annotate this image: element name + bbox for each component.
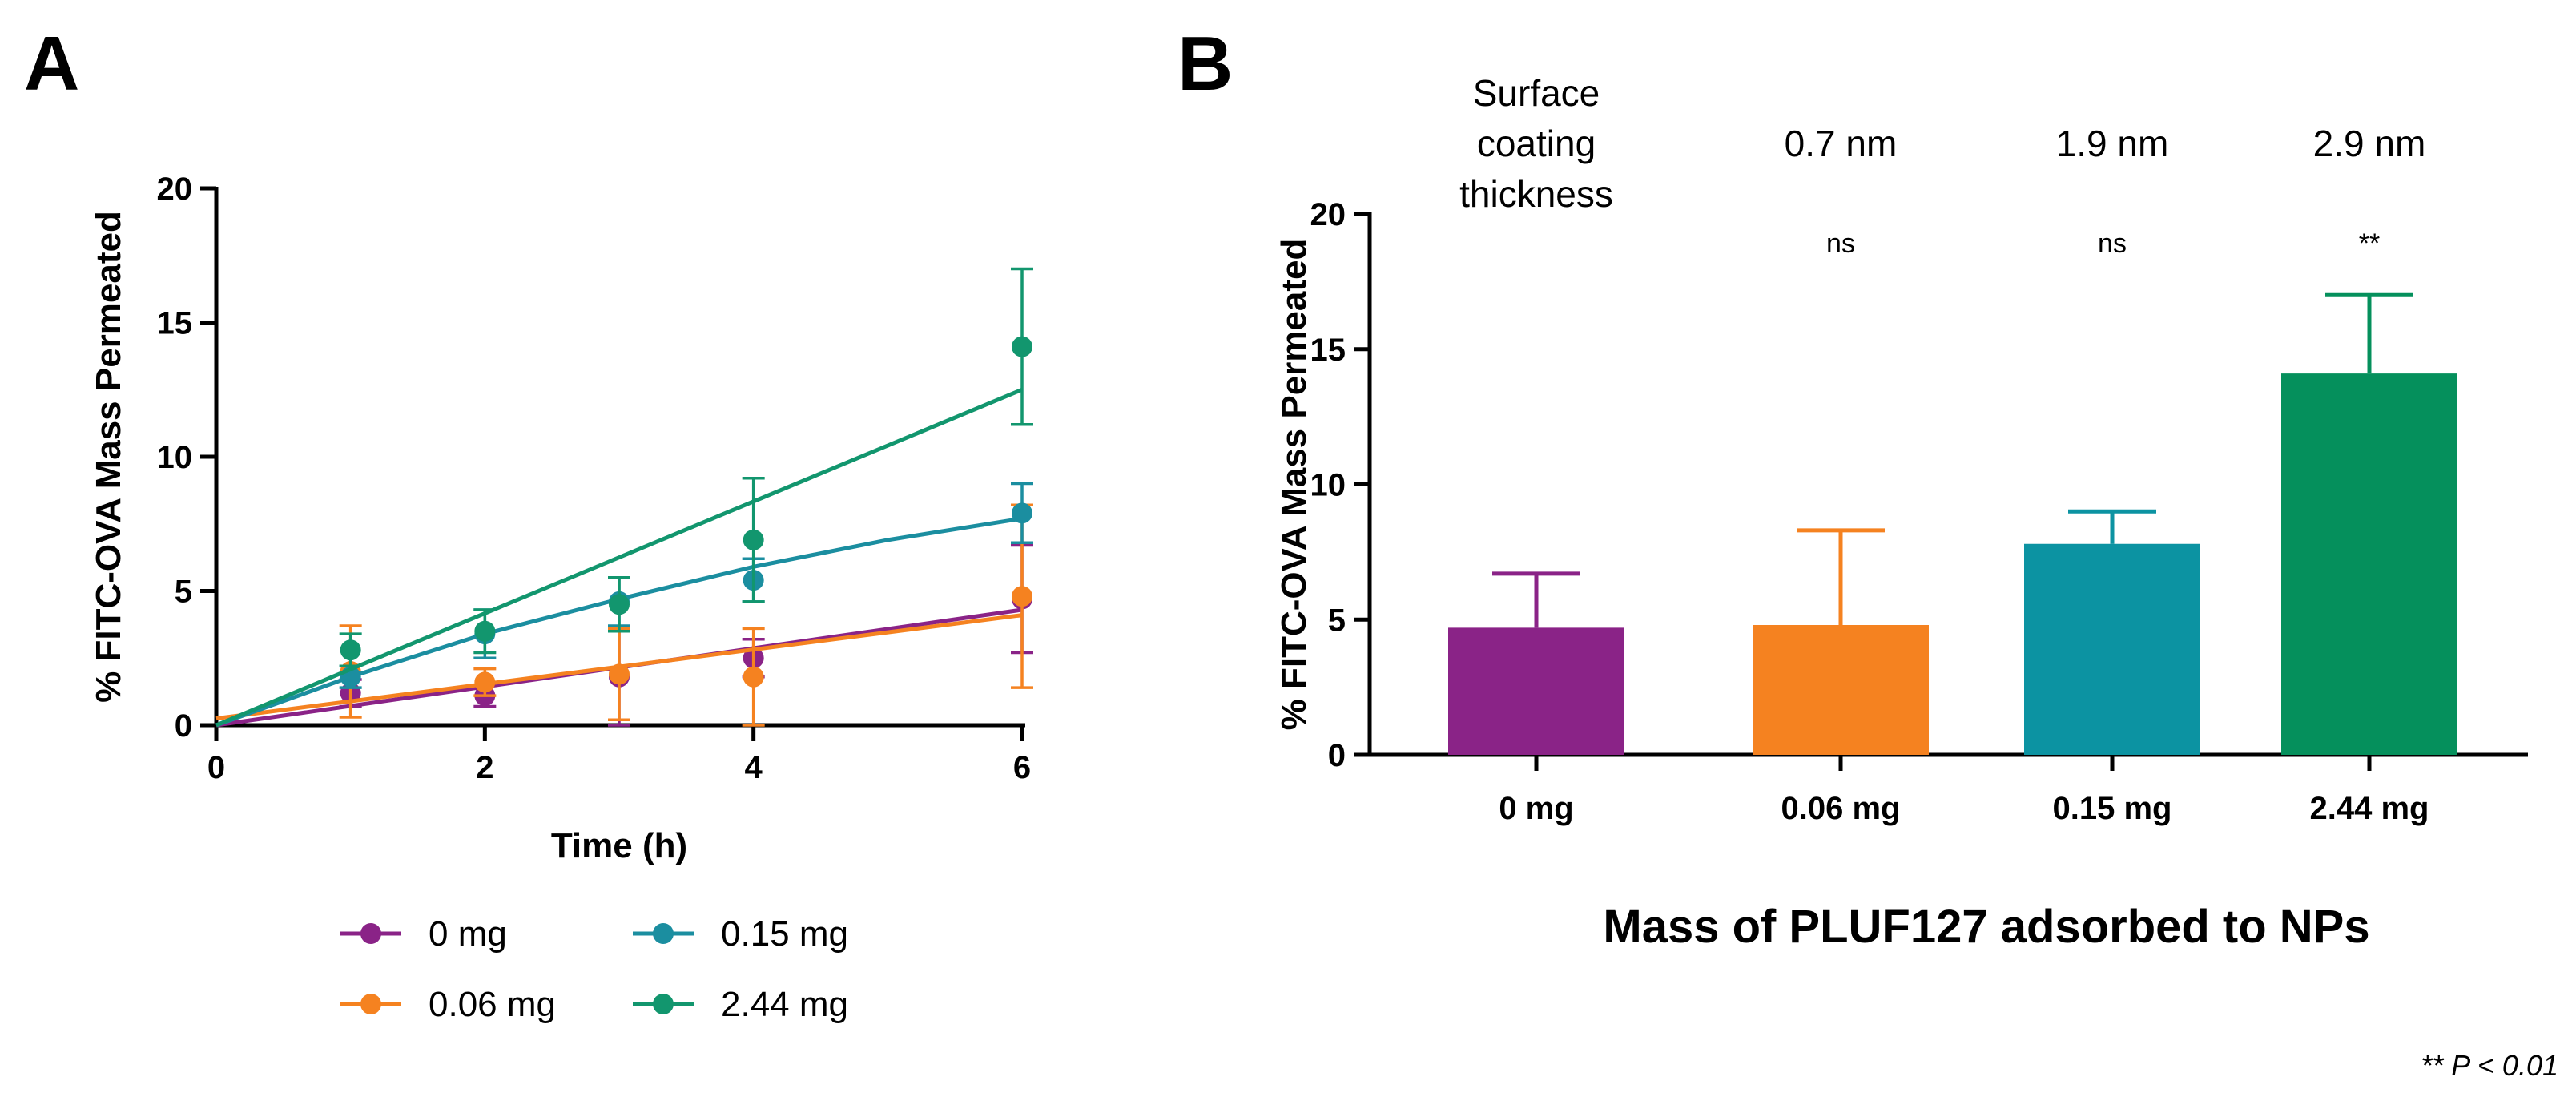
category-label: 2.44 mg [2310, 791, 2429, 826]
bar-chart-b: 0 5 10 15 20 % FITC-OVA Mass Permeated 0 mg 0.0… [1274, 72, 2558, 1082]
y-tick-label-a: 15 [157, 306, 193, 341]
data-point [474, 671, 496, 693]
series-a-0 [215, 543, 1033, 728]
legend-label: 0.06 mg [429, 985, 556, 1024]
category-label: 0.06 mg [1781, 791, 1901, 826]
y-tick-label-b: 5 [1328, 603, 1346, 638]
fit-line [215, 387, 1023, 728]
legend-marker [653, 994, 674, 1014]
x-tick-label-a: 0 [207, 750, 225, 785]
legend-marker [360, 994, 381, 1014]
category-label: 0 mg [1499, 791, 1573, 826]
legend-item: 2.44 mg [633, 985, 848, 1024]
y-tick-label-b: 15 [1310, 333, 1346, 368]
legend-label: 0 mg [429, 914, 507, 954]
data-point [1012, 336, 1032, 357]
legend-marker [360, 923, 381, 944]
x-axis-title-a: Time (h) [551, 826, 687, 865]
thickness-header-line: thickness [1459, 173, 1613, 215]
legend-label: 0.15 mg [721, 914, 848, 954]
thickness-label: 2.9 nm [2313, 123, 2426, 164]
y-tick-label-a: 5 [175, 575, 192, 610]
line-chart-a: 0 5 10 15 20 0 2 4 6 Time (h) % FITC-OVA Mass Perm… [89, 171, 1033, 1024]
y-tick-label-a: 0 [175, 708, 192, 744]
category-label: 0.15 mg [2053, 791, 2172, 826]
y-tick-label-b: 10 [1310, 468, 1346, 503]
data-point [609, 594, 630, 615]
data-point [1012, 586, 1032, 607]
y-tick-label-a: 20 [157, 171, 193, 207]
x-tick-label-a: 4 [745, 750, 763, 785]
thickness-label: 0.7 nm [1785, 123, 1898, 164]
y-axis-title-b: % FITC-OVA Mass Permeated [1274, 239, 1314, 731]
bar [2024, 543, 2200, 755]
y-tick-label-b: 0 [1328, 738, 1346, 773]
thickness-label: 1.9 nm [2056, 123, 2169, 164]
series-a-3 [215, 267, 1033, 728]
y-axis-title-a: % FITC-OVA Mass Permeated [89, 211, 128, 703]
x-axis-title-b: Mass of PLUF127 adsorbed to NPs [1603, 901, 2369, 953]
significance-footnote: ** P < 0.01 [2421, 1049, 2558, 1082]
data-point [743, 666, 764, 688]
panel-label-a: A [24, 21, 79, 107]
x-tick-label-a: 2 [476, 750, 493, 785]
x-tick-label-a: 6 [1013, 750, 1031, 785]
y-tick-label-b: 20 [1310, 197, 1346, 232]
data-point [743, 529, 764, 550]
data-point [474, 620, 496, 642]
data-point [340, 639, 361, 661]
legend-item: 0.15 mg [633, 914, 848, 954]
legend-marker [653, 923, 674, 944]
data-point [1012, 502, 1032, 524]
legend-item: 0.06 mg [340, 985, 556, 1024]
thickness-header-line: Surface [1473, 72, 1600, 114]
significance-label: ns [1826, 228, 1855, 259]
data-point [609, 663, 630, 685]
legend-label: 2.44 mg [721, 985, 848, 1024]
panel-label-b: B [1177, 21, 1233, 107]
y-tick-label-a: 10 [157, 440, 193, 475]
bar [2281, 373, 2457, 755]
significance-label: ns [2098, 228, 2127, 259]
legend-item: 0 mg [340, 914, 507, 954]
thickness-header-line: coating [1477, 123, 1596, 164]
bar [1448, 627, 1624, 755]
bar [1753, 625, 1929, 755]
significance-label: ** [2359, 228, 2380, 259]
